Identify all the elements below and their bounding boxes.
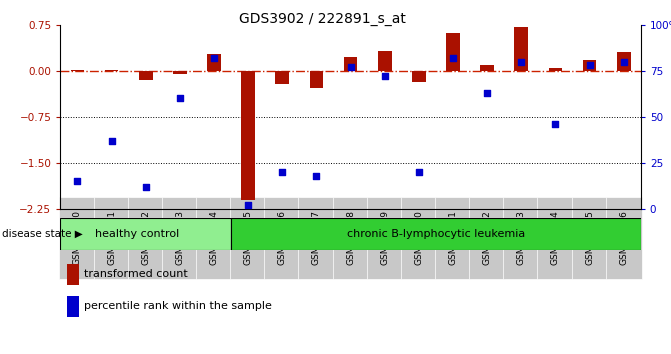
Point	[345, 64, 356, 70]
Bar	[582, 60, 597, 71]
Text: chronic B-lymphocytic leukemia: chronic B-lymphocytic leukemia	[347, 229, 525, 239]
Bar	[242, 71, 255, 200]
Point	[619, 59, 629, 64]
Text: percentile rank within the sample: percentile rank within the sample	[84, 301, 272, 311]
Point	[413, 169, 424, 175]
Bar	[412, 71, 425, 82]
Bar	[231, 218, 641, 250]
Bar	[276, 71, 289, 84]
Point	[174, 96, 185, 101]
Bar	[70, 70, 85, 71]
Text: GDS3902 / 222891_s_at: GDS3902 / 222891_s_at	[239, 12, 405, 27]
Bar	[207, 53, 221, 71]
Point	[550, 121, 561, 127]
Point	[277, 169, 288, 175]
Point	[516, 59, 527, 64]
Point	[72, 178, 83, 184]
Bar	[515, 27, 528, 71]
Bar	[446, 33, 460, 71]
Bar	[139, 71, 152, 80]
Point	[482, 90, 493, 96]
Bar	[309, 71, 323, 88]
Point	[243, 202, 254, 208]
Point	[140, 184, 151, 190]
Text: transformed count: transformed count	[84, 269, 188, 279]
Text: disease state ▶: disease state ▶	[2, 229, 83, 239]
Bar	[60, 218, 231, 250]
Point	[379, 74, 390, 79]
Text: healthy control: healthy control	[95, 229, 179, 239]
Bar	[549, 68, 562, 71]
Bar	[105, 70, 119, 71]
Bar	[173, 71, 187, 74]
Point	[106, 138, 117, 144]
Bar	[617, 52, 631, 71]
Point	[448, 55, 458, 61]
Bar	[344, 57, 358, 71]
Point	[209, 55, 219, 61]
Bar	[378, 51, 392, 71]
Point	[311, 173, 322, 178]
Bar	[480, 65, 494, 71]
Point	[584, 62, 595, 68]
